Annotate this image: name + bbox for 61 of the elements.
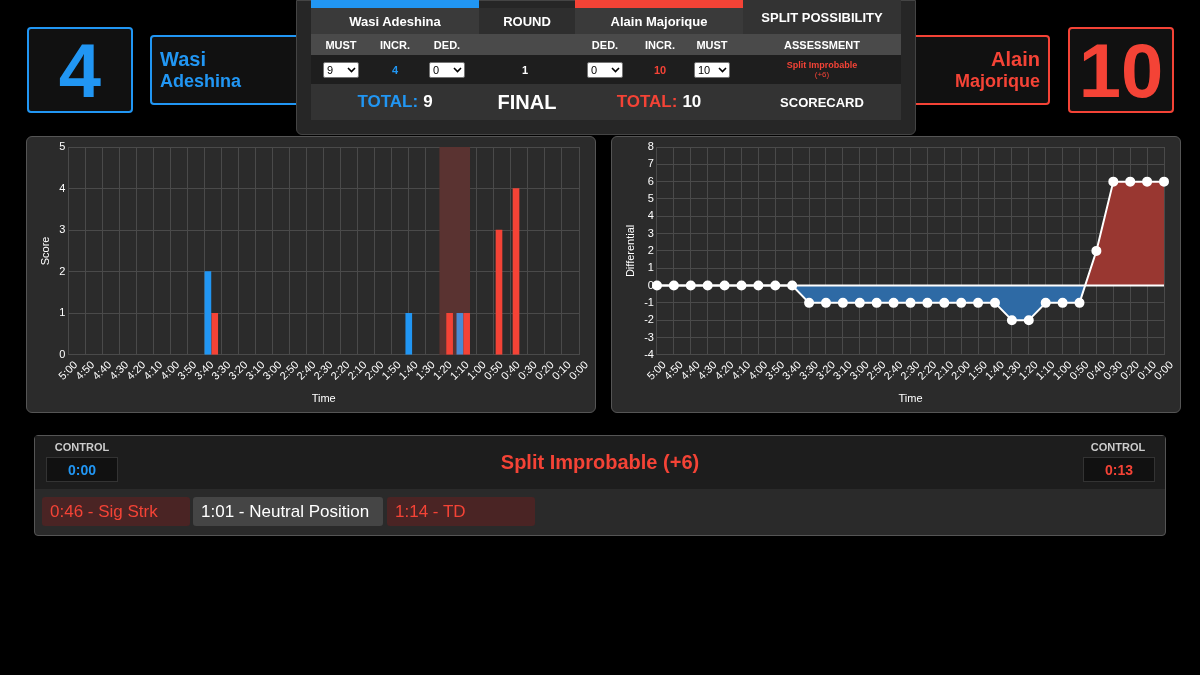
text: 0:00 [67,461,97,478]
text: 1 [522,63,529,78]
y-tick-label: 7 [647,157,654,170]
text: 1:14 - TD [395,501,466,522]
y-tick-label: 8 [647,140,654,153]
text: Wasi Adeshina [349,13,441,29]
text: 0 [433,63,440,76]
text: Adeshina [160,71,242,92]
text: 1:01 - Neutral Position [201,501,370,522]
text: 0 [591,63,598,76]
text: INCR. [380,38,410,51]
y-tick-label: 2 [647,243,654,256]
text: 10 [682,92,702,112]
y-axis-title: Score [38,236,51,266]
y-tick-label: 4 [647,209,654,222]
text: TOTAL: [357,92,419,112]
y-axis-title: Differential [623,224,636,278]
y-tick-label: 1 [647,261,654,274]
text: MUST [696,38,728,51]
text: 9 [327,63,334,76]
y-tick-label: -3 [644,330,654,343]
text: ROUND [503,13,551,29]
y-tick-label: -2 [644,313,654,326]
text: Alain Majorique [610,13,708,29]
y-tick-label: 6 [647,174,654,187]
text: DED. [591,38,619,51]
text: 4 [391,63,399,76]
text: Alain [991,48,1040,71]
text: Wasi [160,48,206,71]
y-tick-label: -1 [644,295,654,308]
x-axis-title: Time [311,392,336,405]
text: DED. [433,38,461,51]
y-tick-label: 0 [59,347,66,360]
y-tick-label: 5 [59,140,66,153]
y-tick-label: 5 [647,191,654,204]
x-axis-title: Time [898,392,923,405]
text: 10 [1078,26,1164,114]
text: ASSESSMENT [784,38,860,51]
text: Majorique [954,71,1040,92]
y-tick-label: 1 [59,306,66,319]
text: 0:46 - Sig Strk [50,501,158,522]
text: 10 [653,63,667,76]
text: 9 [423,92,433,112]
text: CONTROL [1090,441,1146,453]
text: SCORECARD [780,94,864,110]
y-tick-label: -4 [644,347,654,360]
y-tick-label: 2 [59,264,66,277]
text: CONTROL [54,441,110,453]
text: INCR. [645,38,675,51]
text: (+6) [814,70,830,79]
y-tick-label: 3 [59,223,66,236]
text: 10 [698,63,711,76]
text: 0:13 [1104,461,1134,478]
text: Split Improbable [786,60,858,70]
text: TOTAL: [616,92,678,112]
text: FINAL [497,90,557,114]
y-tick-label: 4 [59,181,66,194]
text: MUST [325,38,357,51]
y-tick-label: 3 [647,226,654,239]
text: SPLIT POSSIBILITY [761,9,883,25]
text: Split Improbable (+6) [500,450,700,474]
